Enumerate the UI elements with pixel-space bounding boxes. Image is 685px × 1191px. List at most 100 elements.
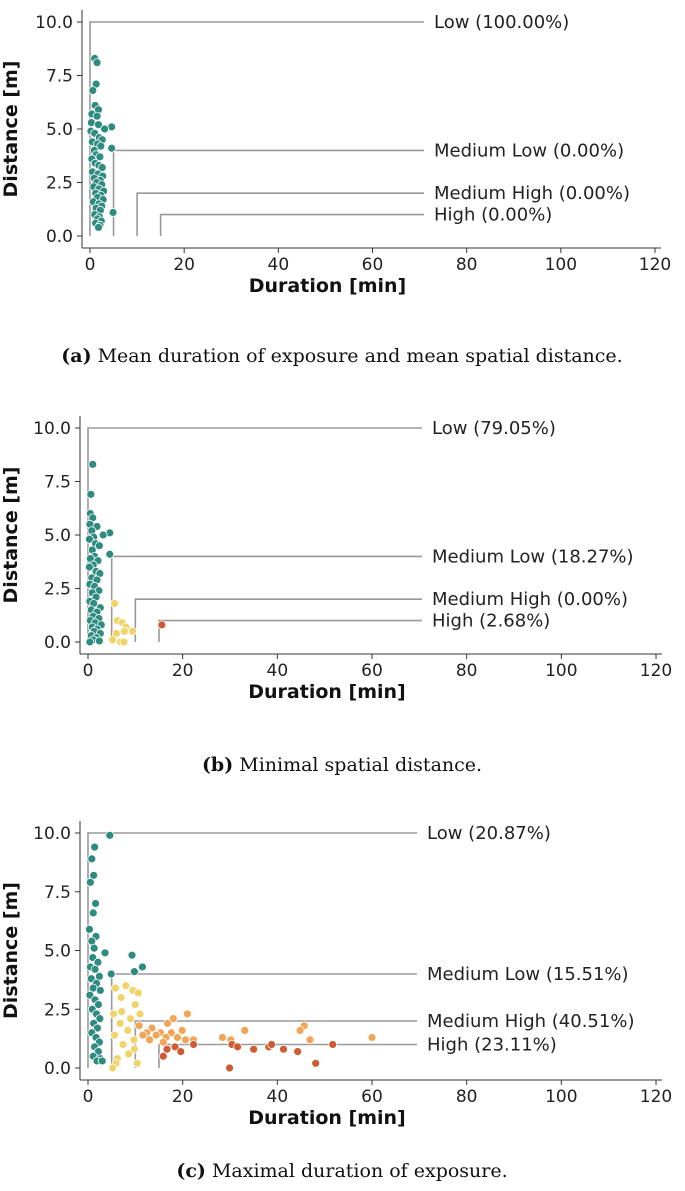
threshold-label-low: Low (20.87%) <box>427 823 551 844</box>
threshold-label-low: Low (79.05%) <box>432 418 556 439</box>
data-point <box>94 541 104 551</box>
data-point <box>96 141 106 151</box>
data-point <box>127 950 137 960</box>
data-point <box>110 1030 119 1040</box>
data-point <box>93 1023 102 1033</box>
x-axis-label: Duration [min] <box>248 1107 405 1129</box>
data-point <box>133 988 143 998</box>
data-point <box>91 899 100 908</box>
data-point <box>117 1007 127 1016</box>
threshold-label-high: High (2.68%) <box>432 611 550 632</box>
data-point <box>145 1035 154 1045</box>
data-point <box>108 208 118 217</box>
data-point <box>97 163 107 172</box>
caption-label: (a) <box>61 345 91 367</box>
data-point <box>173 1033 182 1042</box>
data-point <box>240 1026 250 1035</box>
data-point <box>97 1056 107 1066</box>
data-point <box>100 124 109 134</box>
data-point <box>129 1044 139 1054</box>
caption-text: Minimal spatial distance. <box>233 754 482 776</box>
x-tick-label: 100 <box>545 661 577 681</box>
y-tick-label: 0.0 <box>46 227 73 247</box>
data-point <box>112 629 121 638</box>
data-point <box>295 1026 305 1035</box>
series-medium-low <box>108 981 145 1073</box>
y-tick-label: 0.0 <box>44 1059 71 1079</box>
data-point <box>124 1049 134 1059</box>
y-tick-label: 7.5 <box>44 883 71 903</box>
threshold-line-medium-high <box>136 192 424 236</box>
data-point <box>305 1035 315 1045</box>
y-tick-label: 5.0 <box>46 120 73 140</box>
data-point <box>87 854 97 864</box>
threshold-label-medium-low: Medium Low (15.51%) <box>427 964 629 985</box>
x-tick-label: 40 <box>267 661 289 681</box>
data-point <box>138 1030 148 1040</box>
series-low <box>86 53 118 232</box>
data-point <box>92 111 102 121</box>
data-point <box>267 1040 277 1049</box>
data-point <box>328 1040 338 1049</box>
x-tick-label: 40 <box>268 255 290 275</box>
data-point <box>132 1058 142 1068</box>
y-tick-label: 2.5 <box>46 174 73 194</box>
caption-text: Mean duration of exposure and mean spati… <box>92 345 623 367</box>
data-point <box>118 1040 128 1049</box>
data-point <box>106 969 116 979</box>
x-tick-label: 20 <box>173 255 195 275</box>
y-tick-label: 10.0 <box>35 13 73 33</box>
y-axis-label: Distance [m] <box>0 467 22 604</box>
data-point <box>85 534 94 544</box>
data-point <box>95 986 105 995</box>
data-point <box>120 626 129 636</box>
data-point <box>88 86 98 95</box>
data-point <box>98 530 108 540</box>
threshold-label-low: Low (100.00%) <box>434 12 569 33</box>
series-high <box>157 620 167 630</box>
chart-panel-3: 0 20 40 60 80 100 120 0.0 2.5 5.0 7.5 10.0 Duration … <box>0 821 672 1182</box>
series-medium-high <box>134 1009 377 1047</box>
x-tick-label: 120 <box>640 1087 672 1107</box>
y-tick-label: 2.5 <box>44 580 71 600</box>
data-point <box>105 830 115 840</box>
data-point <box>367 1033 377 1042</box>
data-point <box>110 599 119 608</box>
threshold-line-high <box>158 619 422 642</box>
data-point <box>157 620 167 630</box>
data-point <box>162 1044 172 1054</box>
data-point <box>85 877 95 887</box>
data-point <box>94 636 104 646</box>
x-tick-label: 80 <box>456 1087 478 1107</box>
data-point <box>95 1014 105 1024</box>
data-point <box>279 1044 288 1054</box>
data-point <box>100 948 110 958</box>
data-point <box>88 908 98 918</box>
data-point <box>121 981 131 991</box>
data-point <box>128 626 137 636</box>
y-tick-label: 0.0 <box>44 633 71 653</box>
data-point <box>249 1044 259 1054</box>
series-medium-low <box>108 599 137 647</box>
x-tick-label: 100 <box>545 1087 577 1107</box>
threshold-line-high <box>159 213 424 236</box>
data-point <box>182 1009 192 1019</box>
y-tick-label: 10.0 <box>33 419 71 439</box>
data-point <box>86 489 96 499</box>
data-point <box>134 1021 144 1031</box>
data-point <box>129 1035 139 1045</box>
data-point <box>181 1035 190 1045</box>
x-tick-label: 0 <box>83 1087 94 1107</box>
data-point <box>85 562 94 572</box>
figure-caption: (a) Mean duration of exposure and mean s… <box>61 345 622 367</box>
caption-text: Maximal duration of exposure. <box>206 1160 508 1182</box>
data-point <box>168 1014 178 1024</box>
data-point <box>94 223 103 232</box>
data-point <box>126 1014 136 1024</box>
data-point <box>111 983 120 993</box>
series-low <box>85 830 147 1066</box>
threshold-line-low <box>87 427 422 642</box>
data-point <box>119 637 129 647</box>
data-point <box>135 1009 145 1019</box>
data-point <box>311 1058 321 1068</box>
